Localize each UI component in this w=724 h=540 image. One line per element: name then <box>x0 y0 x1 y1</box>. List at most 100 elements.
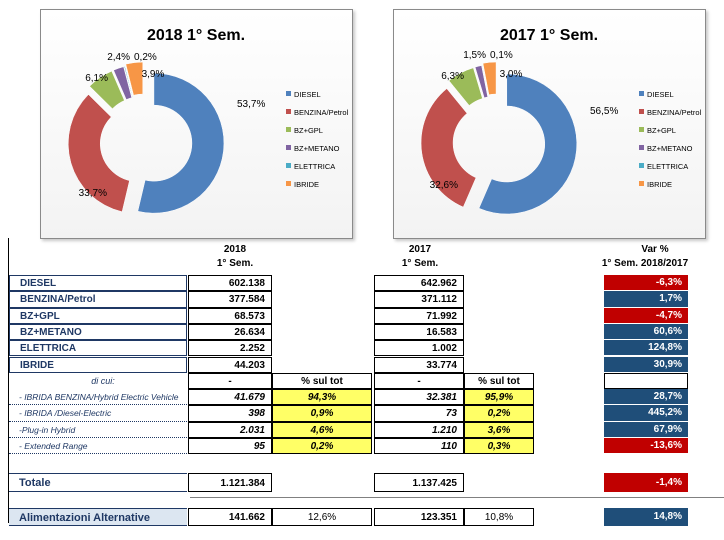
subheader-var <box>604 372 688 390</box>
subrow-label: - IBRIDA BENZINA/Hybrid Electric Vehicle <box>9 389 187 406</box>
donut-chart-2018: 2018 1° Sem. 53,7% 33,7% 6,1% 2,4% 0,2% 3,9% DI… <box>67 27 349 214</box>
legend-label: ELETTRICA <box>294 162 335 171</box>
legend-swatch <box>286 181 291 186</box>
value-2018: 68.573 <box>188 307 272 324</box>
subrow-label: - Extended Range <box>9 438 187 455</box>
value-2018: 602.138 <box>188 275 272 292</box>
pie-slice-bz-metano <box>474 65 489 99</box>
data-label: 53,7% <box>237 99 265 110</box>
legend-swatch <box>639 163 644 168</box>
variation: -6,3% <box>604 275 688 292</box>
data-label: 33,7% <box>79 188 107 199</box>
subrow-label: - IBRIDA /Diesel-Electric <box>9 405 187 422</box>
chart-title: 2017 1° Sem. <box>500 27 598 44</box>
legend-swatch <box>639 127 644 132</box>
totale-label: Totale <box>9 473 187 492</box>
data-label: 3,9% <box>142 69 165 80</box>
subrow-variation: -13,6% <box>604 438 688 455</box>
subheader-pct-2017: % sul tot <box>464 372 534 390</box>
variation: 1,7% <box>604 291 688 308</box>
value-2017: 33.774 <box>374 356 464 373</box>
value-2017: 16.583 <box>374 323 464 341</box>
value-2017: 1.002 <box>374 340 464 357</box>
pie-slice-benzina-petrol <box>420 88 477 208</box>
data-label: 6,1% <box>85 73 108 84</box>
legend-label: BZ+METANO <box>647 144 693 153</box>
variation: -4,7% <box>604 307 688 324</box>
pie-slice-bz-gpl <box>89 70 125 110</box>
chart-2017: 2017 1° Sem. 56,5% 32,6% 6,3% 1,5% 0,1% 3,0% DI… <box>393 9 706 239</box>
pie-slice-elettrica <box>481 65 489 98</box>
data-label: 3,0% <box>500 69 523 80</box>
chart-title: 2018 1° Sem. <box>147 27 245 44</box>
variation: 30,9% <box>604 356 688 373</box>
subrow-pct-2018: 0,9% <box>272 405 372 422</box>
totale-2018: 1.121.384 <box>188 473 272 492</box>
data-label: 56,5% <box>590 106 618 117</box>
legend-label: IBRIDE <box>647 180 672 189</box>
value-2017: 642.962 <box>374 275 464 292</box>
subrow-pct-2017: 3,6% <box>464 421 534 438</box>
subrow-2018: 95 <box>188 438 272 455</box>
subrow-pct-2018: 94,3% <box>272 389 372 406</box>
subrow-variation: 67,9% <box>604 421 688 438</box>
alt-label: Alimentazioni Alternative <box>9 508 187 526</box>
subrow-pct-2017: 95,9% <box>464 389 534 406</box>
separator-line <box>190 497 724 498</box>
subrow-2018: 398 <box>188 405 272 422</box>
row-label: BZ+METANO <box>9 323 187 341</box>
subrow-2018: 2.031 <box>188 421 272 438</box>
pie-slice-ibride <box>482 61 497 96</box>
subheader-pct-2018: % sul tot <box>272 372 372 390</box>
pie-slice-bz-gpl <box>448 67 483 106</box>
subheader-2017: - <box>374 372 464 390</box>
data-label: 1,5% <box>463 50 486 61</box>
subheader-2018: - <box>188 372 272 390</box>
subheader-label: di cui: <box>91 375 115 386</box>
header-2018: 2018 <box>223 244 247 255</box>
legend-label: DIESEL <box>294 90 321 99</box>
row-label: DIESEL <box>9 275 187 292</box>
subrow-variation: 445,2% <box>604 405 688 422</box>
legend-label: BZ+GPL <box>647 126 676 135</box>
legend-swatch <box>286 109 291 114</box>
alt-2017: 123.351 <box>374 508 464 526</box>
legend-swatch <box>639 181 644 186</box>
alt-pct-2017: 10,8% <box>464 508 534 526</box>
header-2017-sem: 1° Sem. <box>401 258 439 269</box>
table-left-border <box>8 238 9 523</box>
value-2017: 371.112 <box>374 291 464 308</box>
legend-label: BZ+GPL <box>294 126 323 135</box>
data-label: 0,2% <box>134 52 157 63</box>
variation: 60,6% <box>604 323 688 341</box>
value-2018: 44.203 <box>188 356 272 373</box>
subrow-variation: 28,7% <box>604 389 688 406</box>
data-label: 6,3% <box>441 71 464 82</box>
totale-2017: 1.137.425 <box>374 473 464 492</box>
totale-variation: -1,4% <box>604 473 688 492</box>
subrow-pct-2018: 4,6% <box>272 421 372 438</box>
subrow-2017: 32.381 <box>374 389 464 406</box>
legend-swatch <box>286 163 291 168</box>
row-label: IBRIDE <box>9 356 187 373</box>
pie-slice-diesel <box>137 72 225 214</box>
legend-label: BENZINA/Petrol <box>294 108 349 117</box>
chart-2018: 2018 1° Sem. 53,7% 33,7% 6,1% 2,4% 0,2% 3,9% DI… <box>40 9 353 239</box>
legend-swatch <box>639 109 644 114</box>
subrow-pct-2018: 0,2% <box>272 438 372 455</box>
data-label: 32,6% <box>430 180 458 191</box>
legend-swatch <box>286 91 291 96</box>
header-2017: 2017 <box>408 244 432 255</box>
legend-label: BENZINA/Petrol <box>647 108 702 117</box>
legend-swatch <box>639 91 644 96</box>
row-label: ELETTRICA <box>9 340 187 357</box>
legend-label: BZ+METANO <box>294 144 340 153</box>
alt-pct-2018: 12,6% <box>272 508 372 526</box>
legend-label: IBRIDE <box>294 180 319 189</box>
data-label: 2,4% <box>107 52 130 63</box>
legend-swatch <box>286 145 291 150</box>
row-label: BENZINA/Petrol <box>9 291 187 308</box>
value-2017: 71.992 <box>374 307 464 324</box>
pie-slice-elettrica <box>123 66 134 98</box>
